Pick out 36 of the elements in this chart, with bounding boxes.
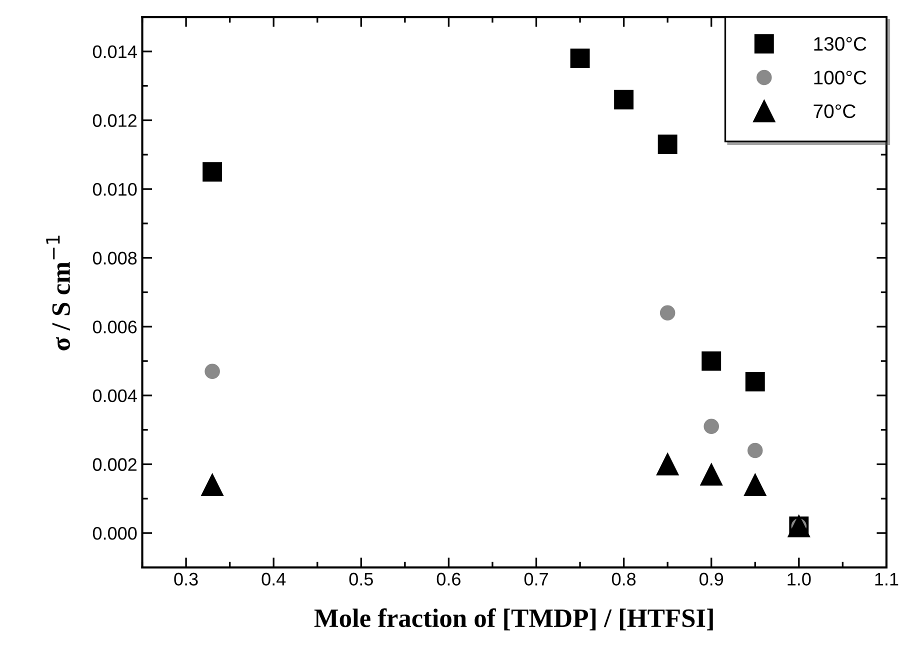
y-tick-label: 0.014 <box>92 45 137 58</box>
x-tick-label: 1.0 <box>788 572 811 586</box>
y-axis-title: σ / S cm$^{−1}$ <box>46 236 70 350</box>
point <box>202 162 222 182</box>
x-tick-label: 0.6 <box>436 572 460 586</box>
point <box>658 134 678 154</box>
point <box>745 372 765 392</box>
y-tick-label: 0.012 <box>92 114 137 127</box>
x-tick-label: 0.4 <box>262 572 286 586</box>
y-tick-label: 0.004 <box>92 389 137 402</box>
point <box>204 364 220 380</box>
y-tick-label: 0.010 <box>92 182 137 196</box>
point <box>570 48 590 68</box>
point <box>656 453 679 476</box>
y-tick-label: 0.006 <box>92 320 137 334</box>
point <box>702 351 722 371</box>
y-tick-label: 0.008 <box>92 252 137 265</box>
legend-label: 130°C <box>814 37 866 51</box>
point <box>201 474 224 496</box>
legend-label: 100°C <box>814 70 866 84</box>
x-tick-label: 0.5 <box>349 572 373 586</box>
point <box>700 463 722 486</box>
x-tick-label: 0.7 <box>524 572 548 586</box>
legend-label: 70°C <box>814 104 856 118</box>
point <box>744 474 766 496</box>
x-tick-label: 0.3 <box>174 572 198 586</box>
x-tick-label: 0.8 <box>612 572 636 586</box>
x-tick-label: 0.9 <box>700 572 724 586</box>
y-tick-label: 0.002 <box>92 458 137 471</box>
x-axis-title: Mole fraction of [TMDP] / [HTFSI] <box>314 608 713 630</box>
point <box>660 305 676 321</box>
y-tick-label: 0.000 <box>92 526 137 540</box>
point <box>614 90 634 110</box>
x-tick-label: 1.1 <box>875 572 898 586</box>
point <box>704 418 719 434</box>
point <box>747 442 763 458</box>
